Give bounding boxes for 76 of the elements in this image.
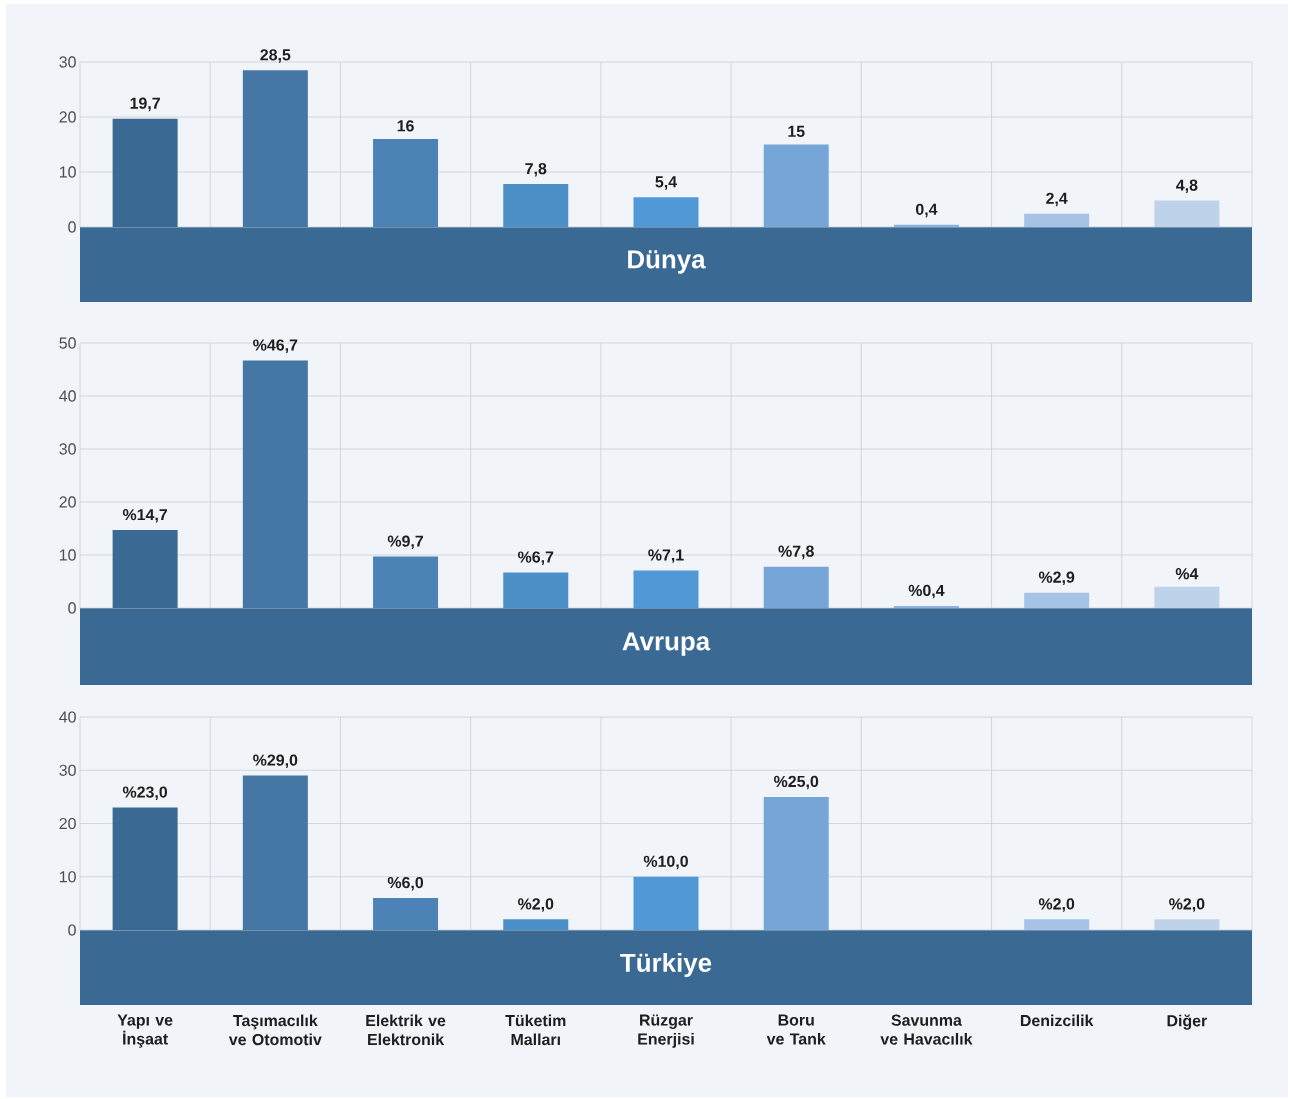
y-tick-label: 0 — [68, 602, 76, 614]
bar — [503, 572, 569, 609]
data-label: %9,7 — [387, 535, 424, 550]
data-label: %25,0 — [774, 775, 819, 790]
data-label: %2,0 — [518, 898, 554, 912]
x-tick-label: Elektrik ve Elektronik — [366, 1014, 446, 1046]
text: Türkiye — [620, 952, 712, 978]
bar — [633, 197, 699, 227]
bar — [373, 139, 439, 227]
bar — [503, 919, 569, 931]
text: Avrupa — [622, 632, 711, 656]
data-label: %2,9 — [1038, 571, 1075, 586]
bar — [1024, 213, 1090, 227]
data-label: %7,1 — [648, 549, 684, 563]
data-label: 0,4 — [915, 203, 938, 218]
data-label: %29,0 — [253, 754, 298, 769]
x-tick-label: Savunma ve Havacılık — [880, 1014, 973, 1045]
y-tick-label: 0 — [68, 221, 76, 233]
x-tick-label: Rüzgar Enerjisi — [638, 1014, 694, 1048]
x-tick-label: Boru ve Tank — [766, 1014, 826, 1045]
bar — [1024, 592, 1090, 609]
bar — [1024, 919, 1090, 931]
data-label: 7,8 — [525, 162, 547, 177]
data-label: 16 — [397, 120, 414, 132]
bar — [242, 70, 308, 227]
x-tick-label: Yapı ve İnşaat — [117, 1014, 173, 1048]
bar — [763, 144, 829, 227]
y-tick-label: 30 — [59, 56, 76, 68]
bar — [503, 184, 569, 227]
data-label: %4 — [1175, 568, 1199, 580]
bar — [633, 570, 699, 609]
data-label: %2,0 — [1038, 898, 1075, 912]
bar — [373, 556, 439, 609]
data-label: %46,7 — [253, 339, 298, 353]
data-label: %6,7 — [518, 551, 554, 565]
data-label: %7,8 — [778, 545, 814, 560]
y-tick-label: 10 — [59, 871, 76, 883]
bar — [893, 605, 959, 609]
y-tick-label: 40 — [59, 711, 76, 723]
y-tick-label: 0 — [68, 924, 76, 936]
data-label: %6,0 — [387, 876, 424, 891]
data-label: 19,7 — [130, 97, 160, 112]
bar — [1154, 919, 1220, 931]
data-label: 5,4 — [655, 176, 677, 190]
text: Dünya — [628, 250, 706, 274]
bar — [1154, 200, 1220, 227]
data-label: %0,4 — [908, 584, 945, 599]
bar — [242, 775, 308, 931]
y-tick-label: 30 — [59, 764, 76, 776]
bar — [1154, 586, 1220, 609]
x-tick-label: Tüketim Malları — [505, 1014, 566, 1046]
data-label: 2,4 — [1046, 192, 1068, 207]
data-label: 28,5 — [260, 49, 291, 63]
bar — [373, 898, 439, 931]
y-tick-label: 40 — [59, 390, 76, 402]
y-tick-label: 50 — [59, 337, 76, 349]
y-tick-label: 20 — [59, 817, 76, 830]
y-tick-label: 20 — [59, 496, 76, 508]
x-tick-label: Denizcilik — [1020, 1014, 1094, 1027]
bar — [763, 796, 829, 931]
bar — [242, 360, 308, 609]
data-label: %10,0 — [643, 855, 688, 870]
y-tick-label: 10 — [59, 549, 76, 561]
x-tick-label: Taşımacılık ve Otomotiv — [228, 1014, 322, 1046]
data-label: %2,0 — [1169, 898, 1205, 912]
data-label: %14,7 — [122, 509, 167, 523]
bar — [763, 566, 829, 609]
y-tick-label: 10 — [59, 166, 76, 178]
bar — [893, 224, 959, 227]
data-label: 15 — [788, 125, 805, 137]
data-label: %23,0 — [122, 786, 168, 801]
x-tick-label: Diğer — [1167, 1014, 1208, 1030]
data-label: 4,8 — [1176, 179, 1198, 194]
bar — [633, 876, 699, 931]
y-tick-label: 30 — [59, 443, 76, 455]
y-tick-label: 20 — [59, 111, 76, 123]
